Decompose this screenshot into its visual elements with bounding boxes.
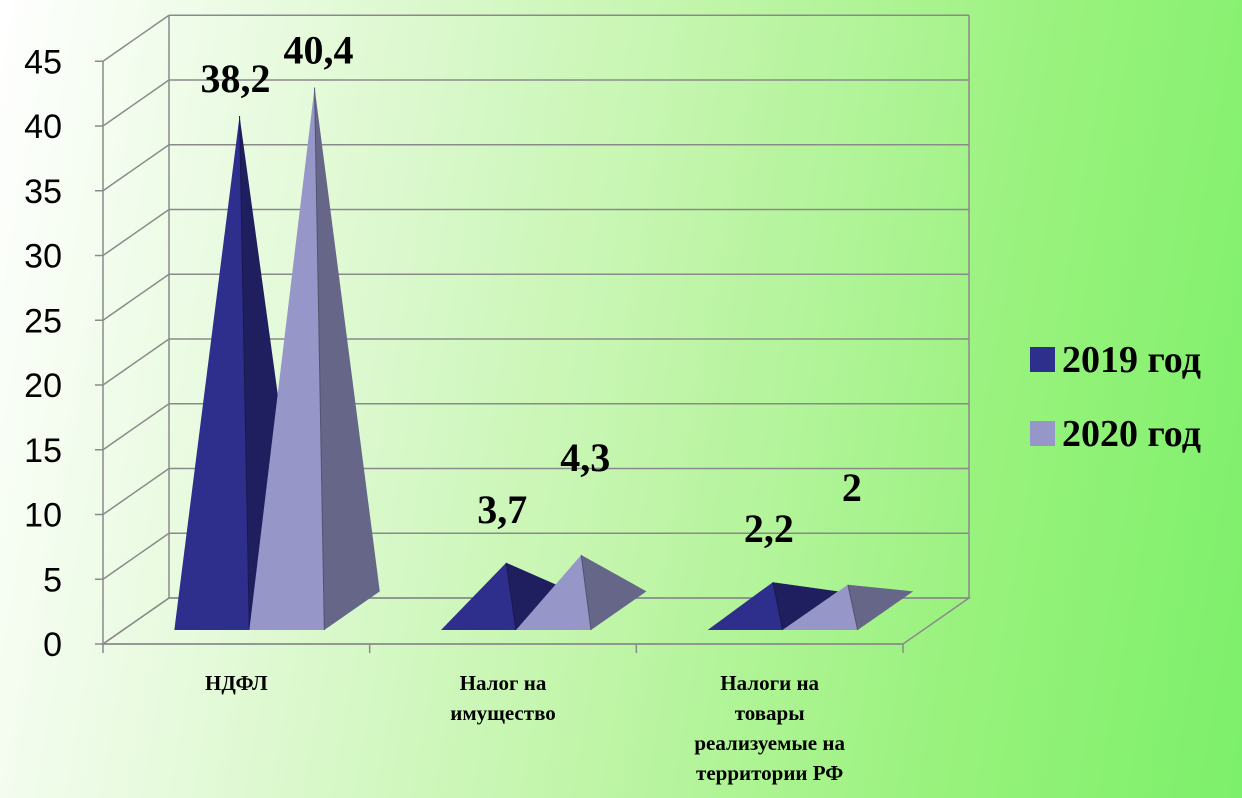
x-tick-label: Налоги на товары реализуемые на территории …: [694, 671, 845, 785]
pyramid-front-face: [441, 562, 516, 630]
y-tick-label: 45: [24, 43, 62, 81]
pyramid-mark: [782, 584, 914, 631]
gridline: [102, 144, 969, 192]
data-labels: 38,2 40,4 3,7 4,3 2,2 2: [201, 28, 862, 552]
pyramid-edge: [239, 115, 250, 631]
pyramid-front-face: [782, 584, 858, 630]
gridline: [102, 79, 969, 127]
y-tick-label: 40: [24, 108, 62, 146]
pyramid-side-face: [506, 562, 572, 630]
pyramid-mark: [707, 582, 839, 631]
pyramid-edge: [505, 562, 517, 631]
legend-label: 2019 год: [1062, 339, 1201, 381]
category-labels: НДФЛ Налог на имущество Налоги на товары реал…: [205, 671, 845, 785]
y-tick-label: 35: [24, 173, 62, 211]
data-label: 4,3: [560, 435, 610, 480]
y-tick-label: 0: [43, 626, 62, 664]
data-label: 38,2: [201, 56, 271, 101]
pyramid-side-face: [314, 87, 380, 630]
y-tick-label: 5: [43, 561, 62, 599]
data-label: 3,7: [477, 487, 527, 532]
back-wall: [169, 15, 969, 598]
pyramid-edge: [580, 554, 592, 631]
pyramid-side-face: [847, 584, 914, 630]
legend-item: 2020 год: [1030, 413, 1201, 455]
pyramid-side-face: [581, 554, 647, 630]
pyramid-front-face: [249, 87, 325, 630]
pyramid-edge: [772, 582, 784, 631]
y-tick-label: 15: [24, 432, 62, 470]
data-marks: [174, 87, 914, 631]
chart-axes: [95, 15, 970, 653]
data-label: 2: [842, 465, 862, 510]
pyramid-mark: [441, 562, 572, 631]
pyramid-edge: [314, 87, 325, 631]
gridline: [102, 14, 969, 62]
data-label: 40,4: [284, 28, 354, 73]
legend-swatch: [1030, 347, 1055, 372]
legend-label: 2020 год: [1062, 413, 1201, 455]
y-tick-label: 20: [24, 367, 62, 405]
y-axis-ticks: 0 5 10 15 20 25 30 35 40 45: [24, 43, 62, 664]
data-label: 2,2: [744, 506, 794, 551]
legend-swatch: [1030, 421, 1055, 446]
legend-item: 2019 год: [1030, 339, 1201, 381]
y-tick-label: 10: [24, 497, 62, 535]
y-tick-label: 25: [24, 302, 62, 340]
pyramid-mark: [249, 87, 380, 631]
pyramid-front-face: [516, 554, 591, 630]
legend: 2019 год 2020 год: [1030, 339, 1201, 455]
pyramid-mark: [516, 554, 647, 631]
pyramid-front-face: [707, 582, 783, 630]
pyramid-front-face: [174, 115, 250, 631]
x-tick-label: НДФЛ: [205, 671, 268, 695]
pyramid-edge: [847, 584, 859, 631]
pyramid-side-face: [772, 582, 839, 630]
y-tick-label: 30: [24, 238, 62, 276]
x-tick-label: Налог на имущество: [450, 671, 556, 725]
